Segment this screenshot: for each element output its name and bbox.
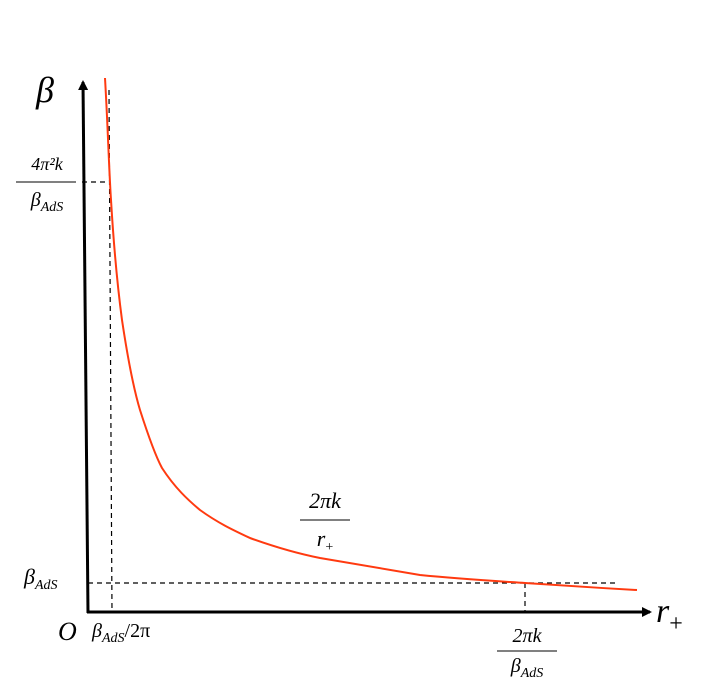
y-axis-label: β [35, 70, 54, 110]
x-axis-label: r+ [656, 593, 683, 637]
curve-label-denominator: r+ [317, 526, 334, 555]
guide-line [108, 89, 113, 613]
label-base: r [656, 593, 670, 630]
y-mark-denominator: βAdS [30, 189, 64, 215]
y-axis [78, 80, 90, 614]
label-base: β [91, 620, 102, 642]
curve [104, 77, 638, 591]
curve-label-numerator: 2πk [309, 488, 342, 513]
label-sub: + [669, 611, 683, 637]
label-after: /2π [125, 620, 151, 642]
label-sub: + [325, 540, 333, 555]
label-sub: AdS [101, 631, 125, 646]
label-base: r [317, 526, 326, 551]
origin-label: O [58, 617, 77, 646]
x-mark: βAdS/2π [91, 620, 150, 646]
label-base: β [510, 655, 521, 677]
y-mark-numerator: 4π²k [31, 154, 63, 174]
label-base: β [30, 189, 41, 211]
x-mark-numerator: 2πk [513, 625, 543, 647]
x-mark-denominator: βAdS [510, 655, 544, 681]
label-base: β [23, 564, 35, 589]
label-sub: AdS [34, 578, 58, 593]
label-sub: AdS [520, 666, 544, 681]
y-mark: βAdS [23, 564, 58, 593]
guides [82, 89, 615, 613]
label-sub: AdS [40, 200, 64, 215]
